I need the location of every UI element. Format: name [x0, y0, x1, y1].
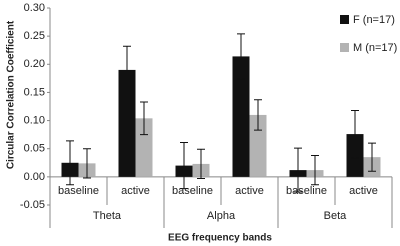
y-tick-label: 0.25 — [24, 30, 45, 42]
legend-label: M (n=17) — [353, 42, 397, 54]
x-axis-title: EEG frequency bands — [168, 233, 272, 244]
error-bar — [351, 109, 359, 159]
bar — [118, 69, 136, 177]
bar — [232, 56, 250, 177]
group-label: Alpha — [207, 210, 236, 222]
error-bar — [237, 33, 245, 80]
error-bar — [140, 101, 148, 136]
legend-swatch — [340, 43, 349, 52]
legend-swatch — [340, 15, 349, 24]
bar — [135, 118, 153, 177]
error-bar — [180, 142, 188, 190]
x-tick-label: active — [235, 185, 264, 197]
error-bar — [83, 148, 91, 179]
error-bar — [254, 99, 262, 131]
error-bar — [123, 45, 131, 95]
x-tick-label: active — [121, 185, 150, 197]
group-label: Theta — [93, 210, 122, 222]
y-tick-label: 0.30 — [24, 2, 45, 14]
y-axis-title: Circular Correlation Coefficient — [6, 20, 17, 169]
y-tick-label: 0.15 — [24, 86, 45, 98]
bar — [249, 114, 267, 177]
error-bar — [368, 142, 376, 172]
x-tick-label: baseline — [172, 185, 213, 197]
x-tick-label: baseline — [58, 185, 99, 197]
y-tick-label: 0.10 — [24, 114, 45, 126]
group-label: Beta — [324, 210, 348, 222]
legend-label: F (n=17) — [353, 14, 395, 26]
x-tick-label: baseline — [286, 185, 327, 197]
error-bar — [294, 147, 302, 193]
y-tick-label: -0.05 — [20, 199, 45, 211]
error-bar — [197, 148, 205, 180]
x-tick-label: active — [349, 185, 378, 197]
y-tick-label: 0.05 — [24, 143, 45, 155]
y-tick-label: 0.00 — [24, 171, 45, 183]
error-bar — [66, 140, 74, 186]
error-bar — [311, 154, 319, 186]
y-tick-label: 0.20 — [24, 58, 45, 70]
